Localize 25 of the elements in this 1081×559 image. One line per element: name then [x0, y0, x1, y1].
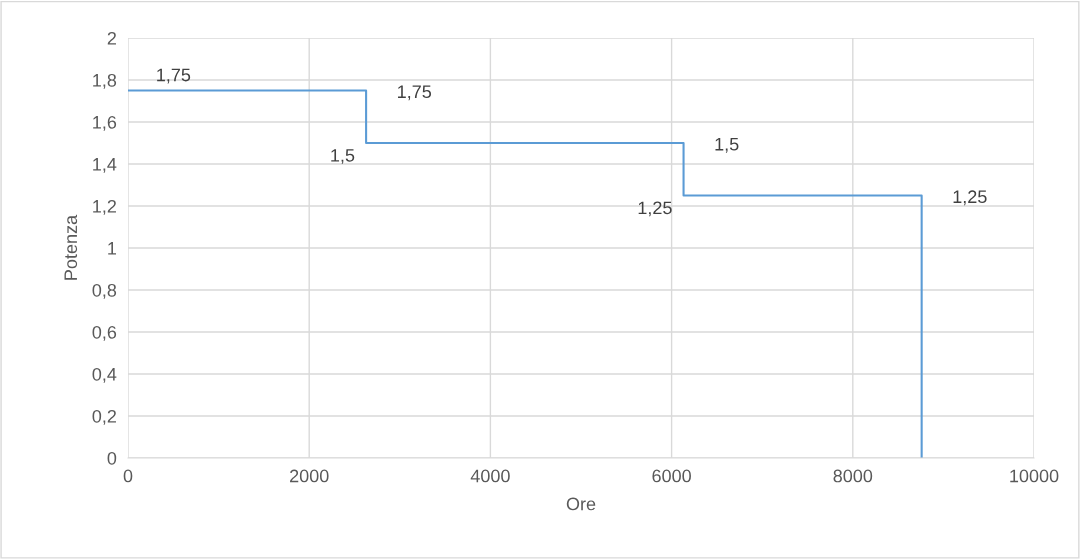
- data-label: 1,75: [398, 85, 432, 101]
- y-tick-label: 0: [107, 451, 117, 465]
- y-tick-label: 1,2: [93, 199, 116, 215]
- x-tick-label: 2000: [290, 469, 329, 483]
- data-label: 1,5: [331, 149, 355, 164]
- y-tick-label: 0,4: [92, 367, 117, 383]
- data-label: 1,5: [715, 138, 739, 153]
- data-label: 1,75: [157, 68, 191, 84]
- y-tick-label: 0,6: [92, 325, 117, 341]
- y-tick-label: 1: [108, 242, 117, 255]
- y-axis-title: Potenza: [64, 214, 78, 280]
- y-tick-label: 0,8: [92, 283, 117, 299]
- data-label: 1,25: [638, 201, 672, 217]
- x-axis-title: Ore: [566, 497, 596, 511]
- x-tick-label: 10000: [1010, 469, 1059, 483]
- y-tick-label: 1,8: [93, 73, 117, 89]
- x-tick-label: 4000: [470, 469, 510, 483]
- x-tick-label: 0: [123, 469, 133, 483]
- x-tick-label: 6000: [652, 469, 691, 483]
- y-tick-label: 1,6: [93, 115, 117, 131]
- data-label: 1,25: [953, 190, 987, 206]
- y-tick-label: 1,4: [93, 158, 117, 173]
- y-tick-label: 0,2: [92, 409, 116, 425]
- x-tick-label: 8000: [833, 469, 873, 483]
- y-tick-label: 2: [107, 31, 116, 45]
